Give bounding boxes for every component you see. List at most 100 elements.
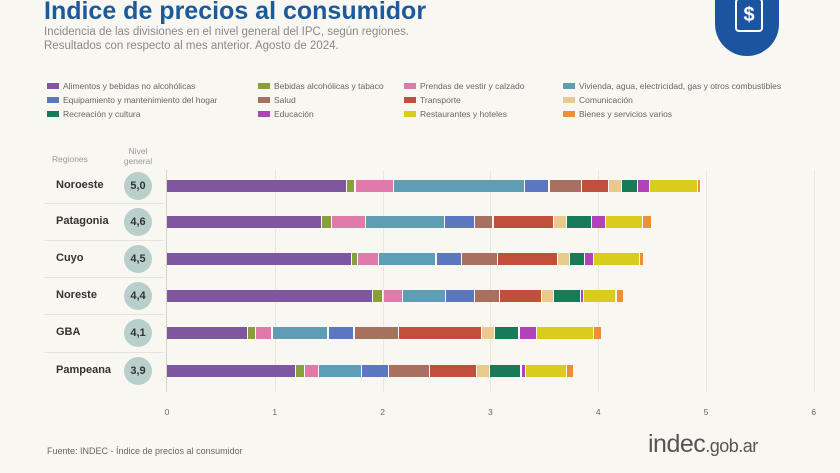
legend-swatch — [404, 83, 416, 89]
bar-segment — [554, 290, 580, 302]
bar-segment — [493, 216, 553, 228]
brand-logo: indec.gob.ar — [648, 430, 758, 459]
bar-segment — [167, 216, 322, 228]
nivel-general-badge: 4,1 — [124, 319, 152, 347]
bar-segment — [638, 180, 649, 192]
bar-segment — [403, 290, 445, 302]
page-title: Indice de precios al consumidor — [44, 0, 427, 25]
legend-swatch — [563, 83, 575, 89]
row-divider — [44, 314, 164, 315]
bar-segment — [372, 290, 383, 302]
legend-swatch — [47, 83, 59, 89]
bar-segment — [566, 365, 574, 377]
bar-segment — [549, 180, 581, 192]
gridline — [382, 170, 384, 392]
legend-item: Recreación y cultura — [47, 109, 140, 119]
dollar-document-icon: $ — [735, 0, 763, 32]
bar-segment — [167, 290, 372, 302]
legend-swatch — [404, 97, 416, 103]
legend-label: Educación — [274, 109, 314, 119]
x-tick-label: 3 — [488, 407, 493, 417]
region-label: Patagonia — [56, 215, 109, 227]
bar-segment — [698, 180, 701, 192]
brand-suffix: .gob.ar — [705, 436, 758, 456]
x-tick-label: 0 — [164, 407, 170, 417]
x-tick-label: 6 — [811, 407, 817, 417]
bar-segment — [355, 180, 394, 192]
bar-segment — [379, 253, 436, 265]
bar-segment — [558, 253, 569, 265]
bar-segment — [328, 327, 354, 339]
bar-segment — [536, 327, 593, 339]
legend-item: Comunicación — [563, 95, 633, 105]
legend-label: Alimentos y bebidas no alcohólicas — [63, 81, 196, 91]
bar-segment — [570, 253, 585, 265]
bar-segment — [256, 327, 272, 339]
legend-label: Prendas de vestir y calzado — [420, 81, 525, 91]
bar-segment — [167, 253, 352, 265]
bar-segment — [566, 216, 591, 228]
indec-logo: $ — [715, 0, 779, 56]
bar-segment — [584, 290, 616, 302]
bar-segment — [462, 253, 497, 265]
row-divider — [44, 240, 164, 241]
bar-segment — [477, 365, 490, 377]
bar-segment — [272, 327, 328, 339]
x-tick-label: 5 — [703, 407, 709, 417]
bar-segment — [524, 180, 549, 192]
legend-item: Salud — [258, 95, 296, 105]
bar-segment — [357, 253, 379, 265]
gridline — [274, 170, 276, 392]
legend-item: Alimentos y bebidas no alcohólicas — [47, 81, 195, 91]
x-tick-label: 1 — [272, 407, 278, 417]
legend-swatch — [258, 111, 270, 117]
bar-segment — [167, 365, 296, 377]
legend-label: Equipamiento y mantenimiento del hogar — [63, 95, 218, 105]
legend-item: Restaurantes y hoteles — [404, 109, 507, 119]
bar-segment — [475, 216, 493, 228]
region-label: Noreste — [56, 289, 97, 301]
nivel-general-badge: 4,6 — [124, 208, 152, 236]
bar-segment — [643, 216, 651, 228]
legend-swatch — [258, 83, 270, 89]
legend-swatch — [563, 97, 575, 103]
bar-segment — [445, 216, 475, 228]
brand-main: indec — [648, 430, 706, 458]
level-header-line2: general — [123, 156, 153, 166]
legend-item: Equipamiento y mantenimiento del hogar — [47, 95, 218, 105]
bar-segment — [554, 216, 566, 228]
bar-segment — [304, 365, 318, 377]
region-label: GBA — [56, 326, 81, 338]
bar-segment — [446, 290, 475, 302]
legend-label: Salud — [274, 95, 296, 105]
bar-segment — [616, 290, 623, 302]
legend-item: Prendas de vestir y calzado — [404, 81, 524, 91]
bar-segment — [497, 253, 558, 265]
legend-label: Restaurantes y hoteles — [420, 109, 507, 119]
bar-segment — [494, 327, 519, 339]
nivel-general-badge: 4,5 — [124, 245, 152, 273]
region-label: Noroeste — [56, 179, 104, 191]
legend-swatch — [47, 97, 59, 103]
source-note: Fuente: INDEC - Índice de precios al con… — [47, 446, 243, 456]
bar-segment — [542, 290, 553, 302]
bar-segment — [389, 365, 429, 377]
legend-item: Educación — [258, 109, 314, 119]
bar-segment — [322, 216, 331, 228]
bar-segment — [383, 290, 402, 302]
bar-segment — [247, 327, 256, 339]
legend-label: Bienes y servicios varios — [579, 109, 673, 119]
y-axis-line — [166, 170, 167, 392]
legend-label: Comunicación — [579, 95, 633, 105]
bar-segment — [621, 180, 637, 192]
nivel-general-badge: 4,4 — [124, 282, 152, 310]
bar-segment — [394, 180, 524, 192]
bar-segment — [490, 365, 521, 377]
bar-segment — [591, 216, 605, 228]
x-tick-label: 4 — [595, 407, 601, 417]
region-label: Cuyo — [56, 252, 84, 264]
bar-segment — [593, 253, 640, 265]
bar-segment — [475, 290, 499, 302]
subtitle-line-2: Resultados con respecto al mes anterior.… — [44, 40, 339, 52]
